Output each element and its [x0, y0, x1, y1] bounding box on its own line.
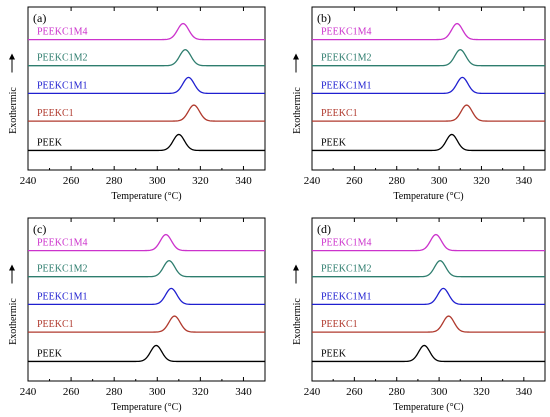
x-tick-label: 280: [388, 386, 405, 398]
x-tick-label: 320: [473, 386, 490, 398]
series-label: PEEK: [321, 137, 347, 148]
series-label: PEEK: [37, 137, 63, 148]
series-label: PEEK: [321, 348, 347, 359]
x-tick-label: 260: [346, 386, 363, 398]
series-line: [312, 133, 545, 152]
x-tick-label: 300: [431, 386, 448, 398]
series-line: [28, 49, 265, 67]
x-tick-label: 340: [516, 175, 533, 187]
series-line: [312, 22, 545, 41]
series-line: [312, 315, 545, 333]
series-line: [28, 104, 265, 122]
chart-panel-4: 240 260 280 300 320 340 Temperature (°C) Exothe…: [292, 217, 546, 413]
series-label: PEEKC1M4: [37, 27, 88, 38]
x-tick-label: 320: [192, 386, 209, 398]
series-label: PEEKC1M4: [321, 27, 372, 38]
x-axis-label: Temperature (°C): [111, 191, 181, 202]
series-label: PEEKC1M1: [37, 80, 88, 91]
plot-frame: [311, 217, 546, 382]
x-tick-label: 260: [63, 386, 80, 398]
y-arrow-head: [293, 53, 299, 60]
series-label: PEEKC1: [321, 108, 358, 119]
series-line: [312, 233, 545, 252]
x-tick-label: 240: [304, 386, 321, 398]
series-label: PEEK: [37, 348, 63, 359]
series-line: [28, 22, 265, 41]
series-label: PEEKC1: [37, 319, 74, 330]
series-line: [312, 344, 545, 363]
y-axis-label: Exothermic: [8, 298, 19, 345]
series-label: PEEKC1M2: [37, 264, 88, 275]
x-tick-label: 320: [192, 175, 209, 187]
panel-label: (c): [33, 222, 46, 236]
series-line: [28, 344, 265, 363]
series-label: PEEKC1M2: [37, 53, 88, 64]
series-label: PEEKC1M4: [321, 238, 372, 249]
series-label: PEEKC1M2: [321, 264, 372, 275]
series-label: PEEKC1M2: [321, 53, 372, 64]
plot-frame: [311, 6, 546, 171]
x-axis-label: Temperature (°C): [393, 191, 463, 202]
chart-panel-1: 240 260 280 300 320 340 Temperature (°C) Exothe…: [8, 6, 266, 202]
y-axis-label: Exothermic: [292, 87, 303, 134]
series-label: PEEKC1M1: [321, 291, 372, 302]
series-line: [28, 76, 265, 95]
series-line: [312, 104, 545, 122]
x-tick-label: 340: [235, 386, 252, 398]
series-label: PEEKC1: [37, 108, 74, 119]
series-line: [28, 133, 265, 152]
x-tick-label: 240: [20, 175, 37, 187]
x-tick-label: 300: [431, 175, 448, 187]
y-axis-label: Exothermic: [8, 87, 19, 134]
series-label: PEEKC1M4: [37, 238, 88, 249]
plot-frame: [27, 6, 266, 171]
x-tick-label: 260: [63, 175, 80, 187]
x-tick-label: 300: [149, 386, 166, 398]
panel-label: (b): [317, 11, 331, 25]
series-label: PEEKC1: [321, 319, 358, 330]
panel-label: (a): [33, 11, 46, 25]
x-tick-label: 240: [304, 175, 321, 187]
chart-panel-2: 240 260 280 300 320 340 Temperature (°C) Exothe…: [292, 6, 546, 202]
x-tick-label: 260: [346, 175, 363, 187]
series-line: [28, 287, 265, 306]
panel-label: (d): [317, 222, 331, 236]
y-arrow-head: [9, 264, 15, 271]
x-tick-label: 320: [473, 175, 490, 187]
x-tick-label: 280: [388, 175, 405, 187]
chart-panel-3: 240 260 280 300 320 340 Temperature (°C) Exothe…: [8, 217, 266, 413]
series-line: [28, 260, 265, 278]
y-arrow-head: [293, 264, 299, 271]
x-tick-label: 340: [235, 175, 252, 187]
x-axis-label: Temperature (°C): [393, 402, 463, 413]
y-arrow-head: [9, 53, 15, 60]
plot-frame: [27, 217, 266, 382]
series-line: [312, 76, 545, 95]
series-line: [312, 287, 545, 306]
x-tick-label: 300: [149, 175, 166, 187]
series-label: PEEKC1M1: [37, 291, 88, 302]
y-axis-label: Exothermic: [292, 298, 303, 345]
series-line: [28, 315, 265, 333]
series-label: PEEKC1M1: [321, 80, 372, 91]
x-axis-label: Temperature (°C): [111, 402, 181, 413]
x-tick-label: 280: [106, 386, 123, 398]
series-line: [312, 260, 545, 278]
series-line: [28, 233, 265, 252]
x-tick-label: 280: [106, 175, 123, 187]
x-tick-label: 340: [516, 386, 533, 398]
x-tick-label: 240: [20, 386, 37, 398]
series-line: [312, 49, 545, 67]
